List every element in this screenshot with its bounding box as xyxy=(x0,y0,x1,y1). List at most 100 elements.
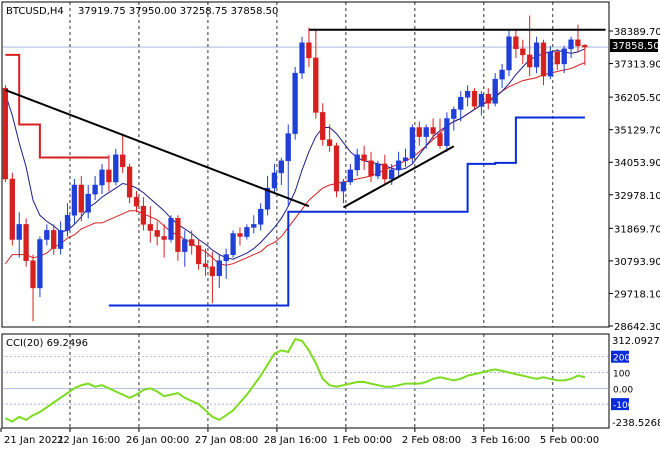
cci-level-label: 200 xyxy=(613,354,630,364)
cci-min-label: -238.5268 xyxy=(612,418,660,429)
candle-body xyxy=(244,227,250,237)
price-tick-label: 30793.90 xyxy=(614,257,660,268)
candle-body xyxy=(258,208,264,225)
time-label: 21 Jan 2021 xyxy=(4,435,64,446)
candle-body xyxy=(340,181,347,192)
time-label: 26 Jan 00:00 xyxy=(126,435,189,446)
candle-body xyxy=(368,160,374,177)
candle-body xyxy=(582,44,588,48)
candle-body xyxy=(147,224,153,231)
candles[interactable] xyxy=(2,15,588,322)
price-tick-label: 32978.10 xyxy=(614,191,660,202)
candle-body xyxy=(389,169,395,180)
candle-body xyxy=(320,112,326,140)
candle-body xyxy=(306,42,312,59)
channel-low-line xyxy=(108,116,585,307)
candle-body xyxy=(409,127,416,159)
candle-body xyxy=(471,90,478,107)
candle-body xyxy=(175,218,181,252)
candle-body xyxy=(568,39,574,50)
candle-body xyxy=(361,154,367,162)
candle-body xyxy=(64,215,71,231)
candle-body xyxy=(113,154,119,183)
cci-level-label: 0.00 xyxy=(613,385,633,395)
time-label: 2 Feb 08:00 xyxy=(402,435,461,446)
candle-body xyxy=(561,48,567,65)
candle-body xyxy=(347,169,353,183)
candle-body xyxy=(513,36,519,50)
candle-body xyxy=(326,139,333,146)
candle-body xyxy=(78,184,84,213)
current-price-label: 37858.50 xyxy=(612,41,660,52)
trendline xyxy=(342,145,455,209)
price-tick-label: 28642.30 xyxy=(614,322,660,333)
current-price-badge xyxy=(610,39,658,52)
candle-body xyxy=(444,118,450,146)
trendline xyxy=(5,89,310,208)
cci-level-label: 100 xyxy=(613,370,630,380)
candle-body xyxy=(230,233,236,255)
candle-body xyxy=(202,263,209,267)
candle-body xyxy=(57,230,64,249)
candle-body xyxy=(554,51,560,65)
candle-body xyxy=(395,160,402,171)
candle-body xyxy=(271,172,278,189)
axis-labels: 38389.70 37313.90 36205.50 35129.70 34053.90… xyxy=(0,27,660,446)
candle-body xyxy=(133,196,140,207)
candle-body xyxy=(251,224,257,228)
candle-body xyxy=(195,245,202,265)
candle-body xyxy=(354,154,360,171)
candle-body xyxy=(264,187,271,210)
time-label: 3 Feb 16:00 xyxy=(471,435,530,446)
candle-body xyxy=(2,87,9,180)
candle-body xyxy=(382,163,388,180)
cci-title: CCI(20) 69.2496 xyxy=(6,338,88,349)
candle-body xyxy=(375,163,381,177)
candle-body xyxy=(402,157,409,162)
candle-body xyxy=(292,72,298,134)
candle-body xyxy=(423,127,429,137)
ohlc-readout: 37919.75 37950.00 37258.75 37858.50 xyxy=(78,6,278,17)
time-label: 1 Feb 00:00 xyxy=(333,435,392,446)
symbol-label: BTCUSD,H4 xyxy=(6,6,64,17)
price-tick-label: 35129.70 xyxy=(614,126,660,137)
candle-body xyxy=(499,69,505,80)
candle-body xyxy=(30,260,36,289)
candle-body xyxy=(51,230,57,249)
candle-body xyxy=(23,224,29,261)
candle-body xyxy=(485,93,491,104)
candle-body xyxy=(278,160,284,174)
price-tick-label: 36205.50 xyxy=(614,93,660,104)
cci-layer: 200 100 0.00 -100 xyxy=(2,337,634,423)
cci-level-badge xyxy=(611,398,629,411)
cci-max-label: 312.0927 xyxy=(612,336,660,347)
candle-body xyxy=(299,42,305,74)
price-panel-frame xyxy=(1,1,610,328)
candle-body xyxy=(237,233,243,237)
grid xyxy=(2,2,609,428)
candle-body xyxy=(161,236,167,240)
price-tick-label: 37313.90 xyxy=(614,60,660,71)
price-tick-label: 31869.70 xyxy=(614,224,660,235)
candle-body xyxy=(527,54,533,68)
candle-body xyxy=(478,93,485,107)
candle-body xyxy=(416,127,422,137)
cci-line xyxy=(4,337,586,423)
cci-level-badge xyxy=(611,350,629,363)
candle-body xyxy=(430,127,436,134)
time-label: 5 Feb 00:00 xyxy=(540,435,599,446)
candle-body xyxy=(44,230,50,240)
candle-body xyxy=(313,57,319,113)
candle-body xyxy=(533,42,540,68)
candle-body xyxy=(492,78,498,104)
cci-level-label: -100 xyxy=(613,401,634,411)
candle-body xyxy=(520,48,526,56)
trendlines xyxy=(5,28,606,209)
time-label: 27 Jan 08:00 xyxy=(195,435,258,446)
time-label: 28 Jan 16:00 xyxy=(264,435,327,446)
candle-body xyxy=(9,178,15,240)
price-tick-label: 29718.10 xyxy=(614,289,660,300)
candle-body xyxy=(154,230,160,237)
